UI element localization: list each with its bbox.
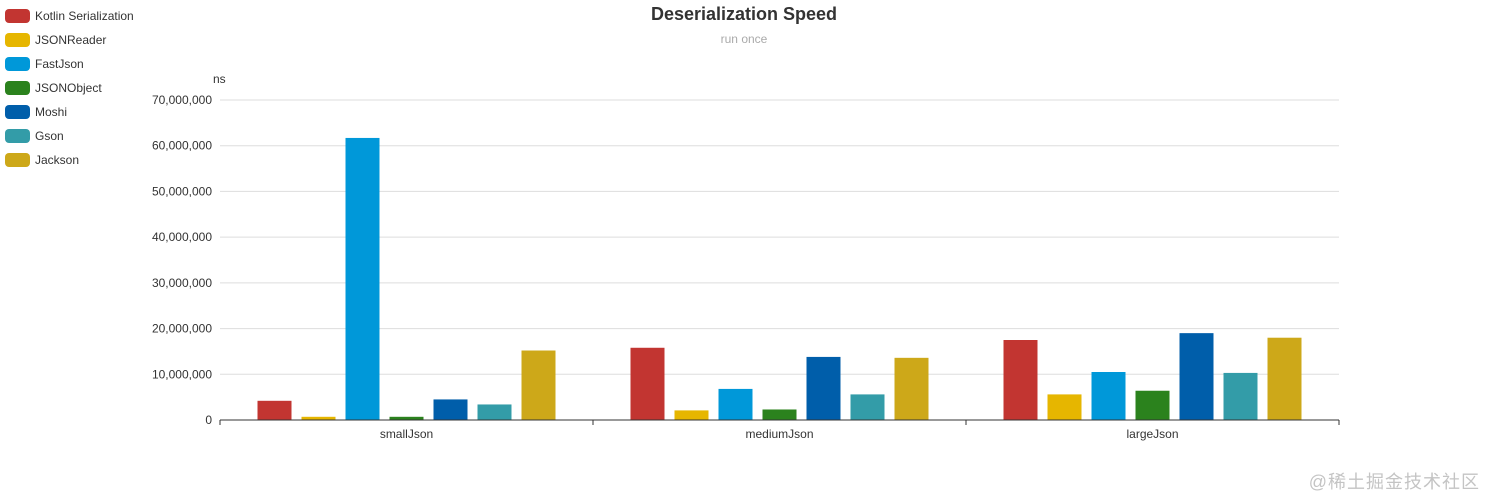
y-tick-label: 30,000,000 [152, 276, 212, 290]
legend-item-jsonreader[interactable]: JSONReader [5, 28, 155, 52]
bar-gson-smalljson[interactable] [477, 404, 512, 420]
bar-jackson-mediumjson[interactable] [894, 357, 929, 420]
legend-swatch [5, 153, 30, 167]
axes: 0 10,000,000 20,000,000 30,000,000 40,000,00… [152, 93, 1340, 441]
legend-item-gson[interactable]: Gson [5, 124, 155, 148]
y-tick-label: 20,000,000 [152, 322, 212, 336]
bar-jsonreader-smalljson[interactable] [301, 416, 336, 420]
bar-jsonobject-largejson[interactable] [1135, 390, 1170, 420]
legend-swatch [5, 33, 30, 47]
bar-jackson-largejson[interactable] [1267, 337, 1302, 420]
bar-moshi-largejson[interactable] [1179, 333, 1214, 420]
legend-label: Moshi [35, 105, 68, 119]
bar-kotlin-serialization-mediumjson[interactable] [630, 347, 665, 420]
bar-kotlin-serialization-smalljson[interactable] [257, 400, 292, 420]
bar-fastjson-largejson[interactable] [1091, 372, 1126, 420]
legend-label: Kotlin Serialization [35, 9, 134, 23]
legend-label: FastJson [35, 57, 84, 71]
legend-item-jackson[interactable]: Jackson [5, 148, 155, 172]
legend-swatch [5, 9, 30, 23]
bar-fastjson-mediumjson[interactable] [718, 388, 753, 420]
y-tick-label: 0 [205, 413, 212, 427]
y-tick-label: 50,000,000 [152, 184, 212, 198]
legend-label: JSONReader [35, 33, 107, 47]
bar-gson-mediumjson[interactable] [850, 394, 885, 420]
bar-moshi-mediumjson[interactable] [806, 356, 841, 420]
y-tick-label: 40,000,000 [152, 230, 212, 244]
y-tick-label: 70,000,000 [152, 93, 212, 107]
bar-jsonobject-smalljson[interactable] [389, 416, 424, 420]
bar-jackson-smalljson[interactable] [521, 350, 556, 420]
chart-title: Deserialization Speed [650, 4, 838, 24]
chart-subtitle: run once [720, 32, 768, 46]
bar-moshi-smalljson[interactable] [433, 399, 468, 420]
x-tick-label: mediumJson [745, 427, 813, 441]
legend-item-kotlin-serialization[interactable]: Kotlin Serialization [5, 4, 155, 28]
legend-label: Gson [35, 129, 64, 143]
legend-item-jsonobject[interactable]: JSONObject [5, 76, 155, 100]
y-tick-label: 60,000,000 [152, 139, 212, 153]
y-tick-label: 10,000,000 [152, 367, 212, 381]
legend-swatch [5, 129, 30, 143]
legend-swatch [5, 81, 30, 95]
bar-jsonreader-largejson[interactable] [1047, 394, 1082, 420]
bar-jsonreader-mediumjson[interactable] [674, 410, 709, 420]
bar-kotlin-serialization-largejson[interactable] [1003, 340, 1038, 420]
legend-label: JSONObject [35, 81, 102, 95]
legend-swatch [5, 105, 30, 119]
legend-item-fastjson[interactable]: FastJson [5, 52, 155, 76]
bar-jsonobject-mediumjson[interactable] [762, 409, 797, 420]
y-axis-label: ns [213, 72, 226, 86]
legend-label: Jackson [35, 153, 80, 167]
bars [257, 137, 1302, 420]
bar-gson-largejson[interactable] [1223, 372, 1258, 420]
legend: Kotlin Serialization JSONReader FastJson JS… [5, 4, 155, 172]
x-tick-label: smallJson [380, 427, 433, 441]
grid-lines [220, 99, 1339, 375]
x-tick-label: largeJson [1126, 427, 1178, 441]
bar-fastjson-smalljson[interactable] [345, 137, 380, 420]
legend-item-moshi[interactable]: Moshi [5, 100, 155, 124]
legend-swatch [5, 57, 30, 71]
watermark: @稀土掘金技术社区 [1308, 472, 1480, 492]
